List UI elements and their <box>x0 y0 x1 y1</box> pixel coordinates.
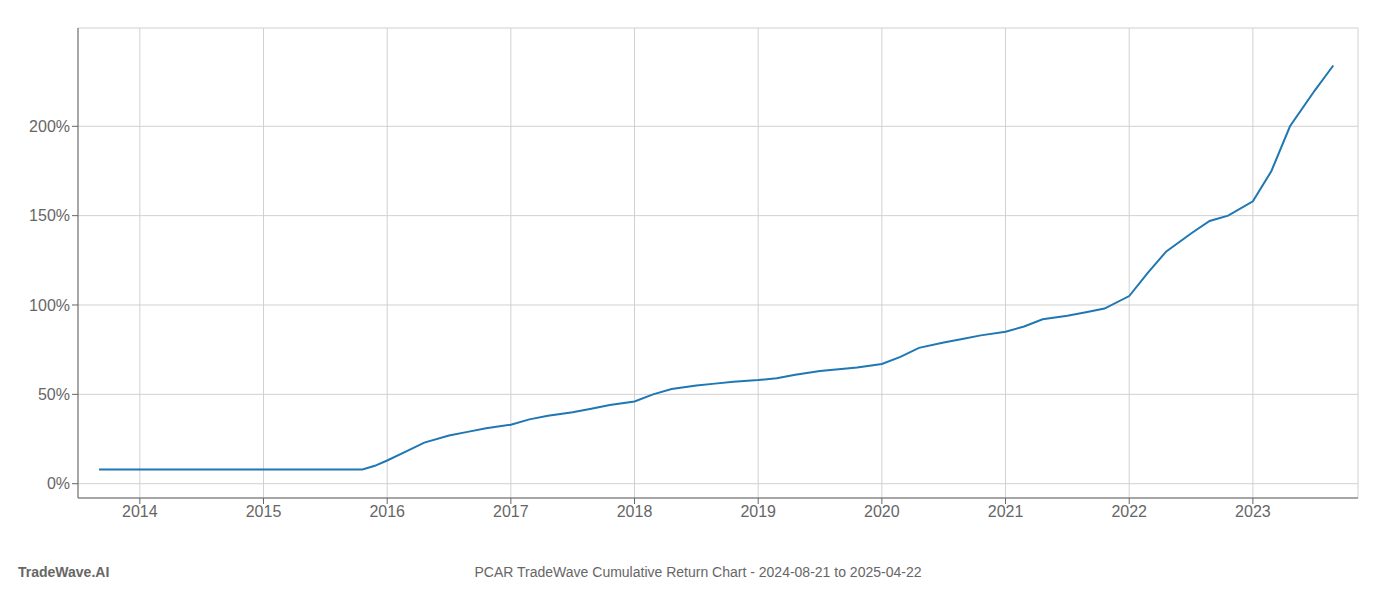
svg-text:150%: 150% <box>29 207 70 224</box>
svg-text:50%: 50% <box>38 386 70 403</box>
svg-text:0%: 0% <box>47 475 70 492</box>
html-text:TradeWave.AI: TradeWave.AI <box>18 564 110 580</box>
svg-text:2023: 2023 <box>1235 503 1271 520</box>
svg-text:2019: 2019 <box>740 503 776 520</box>
svg-text:2016: 2016 <box>369 503 405 520</box>
svg-text:100%: 100% <box>29 297 70 314</box>
svg-text:2014: 2014 <box>122 503 158 520</box>
html-text:PCAR TradeWave Cumulative Retu: PCAR TradeWave Cumulative Return Chart -… <box>474 564 922 580</box>
svg-text:2015: 2015 <box>246 503 282 520</box>
svg-text:2018: 2018 <box>617 503 653 520</box>
svg-text:2017: 2017 <box>493 503 529 520</box>
svg-text:2022: 2022 <box>1111 503 1147 520</box>
svg-text:200%: 200% <box>29 118 70 135</box>
svg-text:2020: 2020 <box>864 503 900 520</box>
svg-text:2021: 2021 <box>988 503 1024 520</box>
